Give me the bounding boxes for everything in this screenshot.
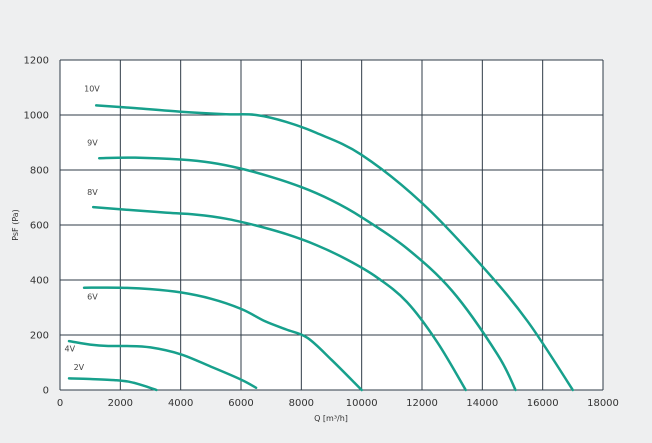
curve-4v xyxy=(67,339,258,390)
curve-label-8v: 8V xyxy=(87,188,98,197)
y-tick-label: 800 xyxy=(30,166,49,177)
curve-6v xyxy=(82,286,363,392)
x-tick-label: 12000 xyxy=(406,398,438,409)
curve-labels: 10V 9V 8V 6V 4V 2V xyxy=(65,85,101,373)
curve-8v xyxy=(91,205,467,392)
y-tick-label: 1000 xyxy=(24,111,49,122)
curve-10v xyxy=(94,104,575,392)
x-tick-label: 0 xyxy=(57,398,63,409)
curve-label-4v: 4V xyxy=(65,345,76,354)
y-tick-label: 1200 xyxy=(24,56,49,67)
x-tick-label: 2000 xyxy=(108,398,133,409)
curve-9v xyxy=(97,156,517,392)
x-tick-label: 10000 xyxy=(346,398,378,409)
x-axis-label: Q [m³/h] xyxy=(314,414,348,423)
curves xyxy=(67,104,575,392)
y-tick-label: 200 xyxy=(30,331,49,342)
x-tick-label: 8000 xyxy=(289,398,314,409)
y-tick-labels: 0 200 400 600 800 1000 1200 xyxy=(24,56,49,397)
x-tick-label: 4000 xyxy=(168,398,193,409)
x-tick-label: 14000 xyxy=(466,398,498,409)
grid xyxy=(59,59,604,391)
curve-2v xyxy=(67,377,158,392)
x-tick-labels: 0 2000 4000 6000 8000 10000 12000 14000 16000 180… xyxy=(57,398,619,409)
curve-label-6v: 6V xyxy=(87,292,98,301)
y-tick-label: 0 xyxy=(43,386,49,397)
curve-label-10v: 10V xyxy=(84,85,100,94)
x-tick-label: 6000 xyxy=(228,398,253,409)
y-tick-label: 600 xyxy=(30,221,49,232)
curve-label-2v: 2V xyxy=(74,363,85,372)
y-tick-label: 400 xyxy=(30,276,49,287)
curve-label-9v: 9V xyxy=(87,138,98,147)
x-tick-label: 18000 xyxy=(587,398,619,409)
y-axis-label: PsF (Pa) xyxy=(11,209,20,241)
x-tick-label: 16000 xyxy=(527,398,559,409)
